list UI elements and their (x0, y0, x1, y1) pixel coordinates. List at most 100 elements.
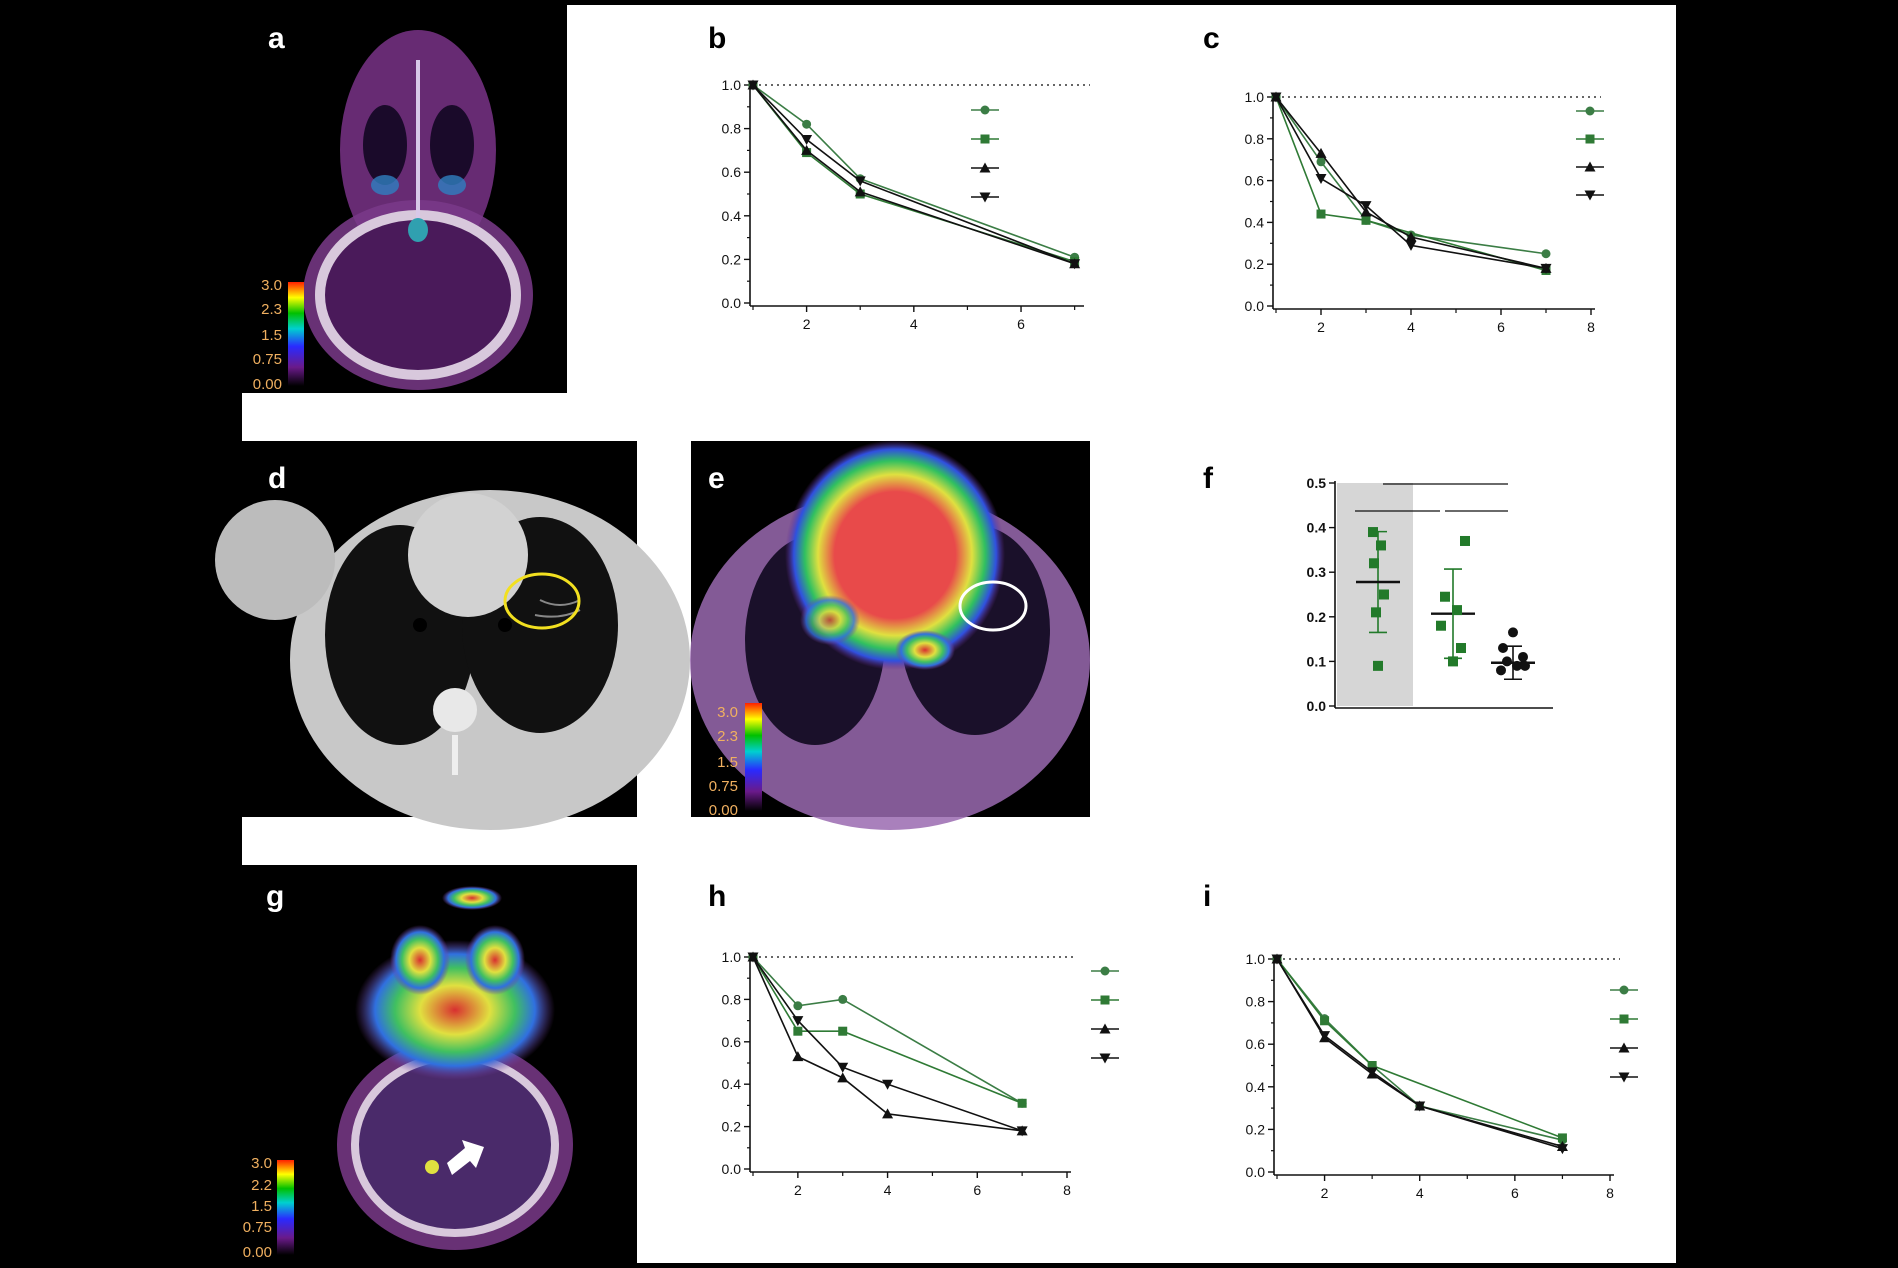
data-point-mock (1496, 665, 1506, 676)
y-tick-label: 0.0 (1307, 698, 1327, 714)
lesion-region-shading (1337, 483, 1413, 706)
colorbar-tick: 1.5 (717, 754, 738, 771)
panel-g-colorbar-labels: 3.0 2.2 1.5 0.75 0.00 (243, 1155, 272, 1261)
colorbar-tick: 0.00 (243, 1244, 272, 1261)
legend-marker (980, 134, 990, 144)
y-tick-label: 0.4 (722, 208, 742, 224)
chart-f: 0.0 0.1 0.2 0.3 0.4 0.5 (1307, 475, 1553, 714)
panel-label-b: b (708, 22, 726, 55)
data-point-cm4 (1414, 1101, 1426, 1112)
y-tick-label: 0.4 (1245, 214, 1265, 230)
x-tick-label: 4 (910, 316, 918, 332)
data-point-cm3 (882, 1108, 894, 1119)
colorbar-tick: 3.0 (261, 277, 282, 294)
colorbar-tick: 3.0 (717, 704, 738, 721)
y-tick-label: 0.6 (1246, 1036, 1266, 1052)
data-point-cm2 (838, 1026, 848, 1036)
data-point-cm2 (1316, 209, 1326, 219)
data-point-cm4 (1315, 174, 1327, 185)
panel-label-h: h (708, 880, 726, 913)
data-point-cm1 (838, 994, 848, 1004)
data-point-cm2 (1557, 1133, 1567, 1143)
data-point-cm4 (1270, 92, 1282, 103)
x-tick-label: 6 (1497, 319, 1505, 335)
data-point-lesions (1379, 589, 1389, 600)
data-point-lesions (1376, 540, 1386, 551)
chart-c: 0.0 0.2 0.4 0.6 0.8 1.0 2 4 6 8 (1245, 89, 1604, 335)
data-point-non-lesional (1460, 535, 1470, 546)
data-point-lesions (1368, 527, 1378, 538)
data-point-mock (1520, 660, 1530, 671)
y-tick-label: 0.6 (722, 1034, 742, 1050)
data-point-cm4 (747, 952, 759, 963)
y-tick-label: 0.2 (1245, 256, 1265, 272)
lesion-marker-white (958, 580, 1028, 632)
y-tick-label: 0.5 (1307, 475, 1327, 491)
y-tick-label: 0.4 (1307, 520, 1327, 536)
colorbar-tick: 2.3 (261, 301, 282, 318)
data-point-cm1 (802, 119, 812, 129)
data-point-cm4 (792, 1016, 804, 1027)
series-line-cm2 (752, 956, 1023, 1105)
lesion-marker-yellow (503, 572, 581, 630)
data-point-cm2 (1367, 1061, 1377, 1070)
panel-a-image (242, 5, 567, 393)
y-tick-label: 0.0 (1246, 1164, 1266, 1180)
legend-marker (1584, 161, 1596, 172)
x-tick-label: 4 (1407, 319, 1415, 335)
data-point-cm3 (792, 1051, 804, 1062)
legend-marker (1585, 134, 1595, 144)
x-tick-label: 2 (1317, 319, 1325, 335)
data-point-cm2 (793, 1026, 803, 1036)
y-tick-label: 0.8 (722, 121, 742, 137)
legend-marker (1100, 995, 1110, 1005)
series-line-cm1 (752, 956, 1023, 1104)
legend-marker (1618, 1042, 1630, 1053)
data-point-lesions (1373, 660, 1383, 671)
data-point-cm2 (1361, 215, 1371, 225)
series-line-cm2 (1275, 96, 1547, 272)
y-tick-label: 1.0 (1245, 89, 1265, 105)
panel-label-i: i (1203, 880, 1211, 913)
legend-marker (1585, 106, 1595, 116)
x-tick-label: 6 (973, 1182, 981, 1198)
y-tick-label: 0.8 (1245, 131, 1265, 147)
y-tick-label: 0.4 (722, 1076, 742, 1092)
data-point-cm3 (1315, 147, 1327, 158)
y-tick-label: 0.2 (722, 251, 742, 267)
data-point-mock (1498, 643, 1508, 654)
colorbar-tick: 0.75 (253, 351, 282, 368)
y-tick-label: 1.0 (1246, 951, 1266, 967)
data-point-cm3 (1360, 206, 1372, 217)
series-line-cm1 (752, 84, 1075, 258)
y-tick-label: 0.3 (1307, 564, 1327, 580)
data-point-cm4 (1360, 201, 1372, 212)
x-tick-label: 8 (1606, 1185, 1614, 1201)
data-point-mock (1518, 651, 1528, 662)
x-tick-label: 2 (803, 316, 811, 332)
y-tick-label: 0.0 (1245, 298, 1265, 314)
x-tick-label: 8 (1587, 319, 1595, 335)
panel-label-e: e (708, 462, 725, 495)
x-tick-label: 6 (1017, 316, 1025, 332)
data-point-cm3 (837, 1072, 849, 1083)
y-tick-label: 0.8 (1246, 994, 1266, 1010)
y-tick-label: 0.0 (722, 295, 742, 311)
data-point-cm4 (1540, 263, 1552, 274)
data-point-lesions (1371, 607, 1381, 618)
panel-label-f: f (1203, 462, 1214, 495)
colorbar-tick: 2.3 (717, 728, 738, 745)
y-tick-label: 1.0 (722, 949, 742, 965)
y-tick-label: 0.2 (722, 1119, 742, 1135)
panel-label-a: a (268, 22, 285, 55)
data-point-cm1 (793, 1001, 803, 1011)
data-point-cm4 (1271, 954, 1283, 965)
panel-g-image (242, 865, 637, 1263)
chart-b: 0.0 0.2 0.4 0.6 0.8 1.0 2 4 6 (722, 77, 1090, 332)
y-tick-label: 0.4 (1246, 1079, 1266, 1095)
y-tick-label: 0.0 (722, 1161, 742, 1177)
chart-i: 0.0 0.2 0.4 0.6 0.8 1.0 2 4 6 8 (1246, 951, 1638, 1201)
series-line-cm2 (1276, 958, 1563, 1139)
data-point-mock (1502, 656, 1512, 667)
data-point-cm2 (1017, 1098, 1027, 1108)
